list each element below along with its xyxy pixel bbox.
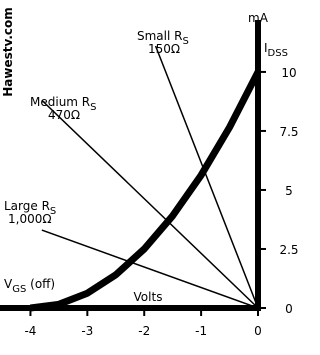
x-tick-label: -2 [138,324,150,338]
y-tick-label: 7.5 [279,125,298,139]
x-tick-label: -4 [24,324,36,338]
load-line-sub: S [50,206,56,217]
watermark: Hawestv.com [1,7,15,97]
x-label: Volts [134,290,163,304]
y-tick-label: 10 [281,66,296,80]
vgs-main: V [4,277,13,291]
load-line-sub: S [182,36,188,47]
load-line-label: Small RS [137,29,189,47]
idss-main: I [264,41,268,55]
y-tick-label: 0 [285,302,293,316]
load-line-name: Small R [137,29,182,43]
load-line [154,45,259,309]
load-line-label: Large RS [4,199,56,217]
load-line-resistance: 150Ω [148,42,180,56]
vgs-rest: (off) [26,277,55,291]
idss-label: IDSS [264,41,288,59]
load-line [41,229,259,309]
load-line-resistance: 470Ω [48,108,80,122]
idss-sub: DSS [268,48,288,59]
transfer-curve [29,70,262,312]
load-line-sub: S [90,102,96,113]
chart: Hawestv.com mA Volts IDSS VGS (off) -4 -3… [0,7,299,338]
load-line-name: Medium R [30,95,90,109]
x-tick-label: -1 [195,324,207,338]
y-tick-label: 2.5 [279,243,298,257]
load-line-name: Large R [4,199,50,213]
y-unit: mA [248,11,269,25]
y-tick-label: 5 [285,184,293,198]
vgs-sub: GS [12,284,26,295]
load-line-label: Medium RS [30,95,97,113]
vgs-off-label: VGS (off) [4,277,55,295]
load-line [41,99,259,309]
x-tick-label: 0 [254,324,262,338]
x-tick-label: -3 [81,324,93,338]
load-line-resistance: 1,000Ω [8,212,52,226]
